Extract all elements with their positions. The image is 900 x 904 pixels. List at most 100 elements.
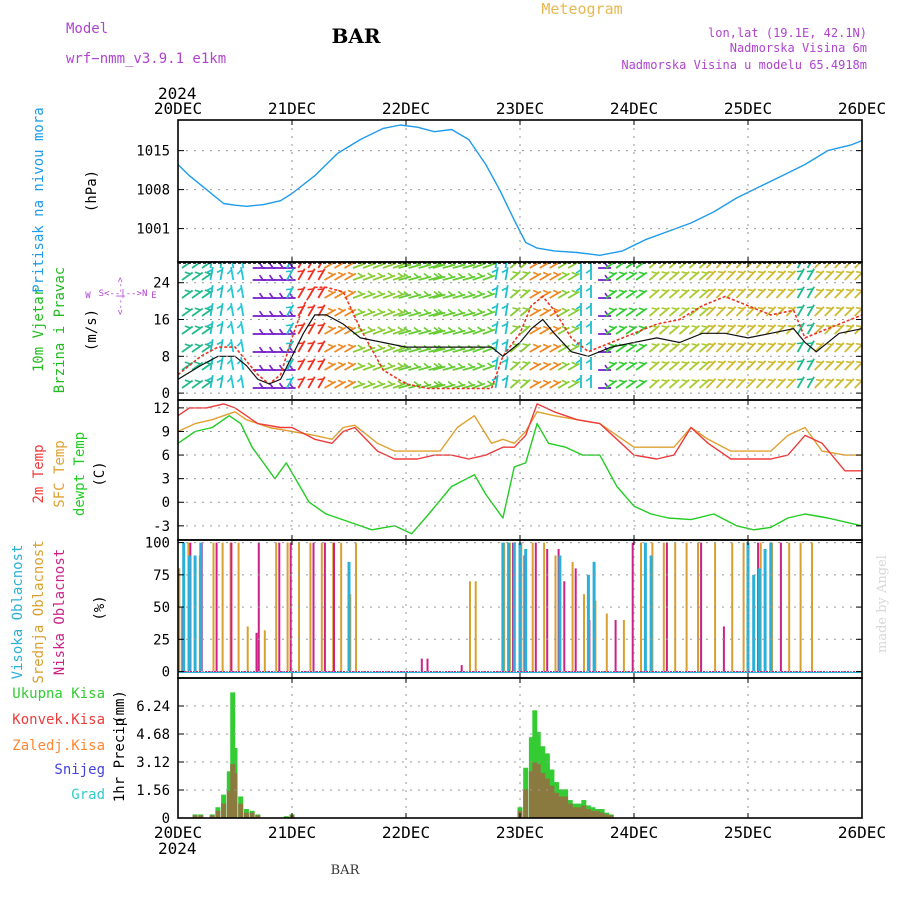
x-tick-label-top: 21DEC	[268, 99, 316, 118]
wind-barb	[658, 306, 670, 317]
wind-barb-flag	[691, 271, 698, 275]
wind-barb	[605, 307, 618, 317]
wind-barb	[240, 303, 245, 317]
wind-barb-flag	[532, 343, 540, 348]
wind-barb-flag	[836, 378, 843, 382]
wind-barb-flag	[727, 306, 734, 310]
wind-barb-flag	[433, 362, 440, 368]
wind-barb	[191, 343, 204, 353]
wind-barb-flag	[717, 342, 724, 346]
wind-barb	[372, 328, 386, 335]
wind-barb-flag	[571, 289, 578, 294]
wind-barb	[557, 380, 570, 389]
wind-barb-flag	[226, 341, 233, 347]
label-layer: 100110081015081624-3036912025507510001.5…	[10, 84, 886, 858]
wind-barb	[209, 339, 214, 353]
wind-barb-flag	[286, 270, 293, 273]
wind-barb-flag	[777, 360, 784, 364]
wind-barb	[201, 262, 213, 269]
wind-barb	[398, 347, 412, 353]
wind-barb	[452, 275, 466, 281]
wind-barb-flag	[337, 361, 344, 366]
wind-barb-flag	[367, 308, 374, 314]
precip-bar-convective	[232, 773, 238, 818]
wind-barb-flag	[423, 326, 430, 332]
wind-barb-flag	[628, 343, 635, 347]
wind-barb-flag	[571, 361, 578, 366]
x-tick-label-top: 23DEC	[496, 99, 544, 118]
wind-barb-flag	[707, 378, 714, 382]
wind-barb	[462, 275, 476, 281]
wind-barb-flag	[397, 362, 404, 368]
wind-barb	[307, 268, 316, 281]
wind-barb-flag	[816, 306, 823, 310]
y-tick-label: 25	[153, 632, 170, 648]
wind-barb	[755, 288, 767, 299]
wind-barb	[688, 262, 698, 269]
wind-barb	[432, 365, 446, 371]
wind-barb	[557, 344, 570, 353]
wind-barb-flag	[216, 341, 223, 346]
wind-barb-flag	[707, 288, 714, 292]
wind-barb-flag	[707, 306, 714, 310]
wind-barb-flag	[608, 289, 615, 293]
wind-barb	[705, 378, 717, 389]
wind-barb-flag	[575, 322, 582, 328]
wind-barb	[668, 306, 680, 317]
wind-barb	[557, 272, 570, 281]
wind-barb	[382, 382, 396, 389]
wind-barb-flag	[423, 380, 430, 386]
wind-barb	[824, 378, 835, 389]
wind-barb-flag	[286, 324, 293, 327]
wind-barb	[567, 380, 580, 389]
wind-barb	[219, 262, 223, 269]
wind-barb	[678, 262, 688, 269]
temp-2m-label: 2m Temp	[31, 444, 47, 503]
wind-barb	[230, 357, 235, 371]
wind-barb-flag	[532, 289, 540, 294]
wind-barb-flag	[661, 271, 668, 275]
wind-barb	[334, 308, 347, 317]
wind-barbs	[178, 262, 862, 390]
wind-barb	[442, 263, 456, 269]
wind-barb	[658, 288, 670, 299]
precip-axis-title: 1hr Precip	[112, 718, 128, 802]
wind-barb-flag	[278, 328, 284, 335]
wind-barb-flag	[377, 344, 384, 350]
precip-bar-convective	[585, 809, 591, 818]
wind-barb	[529, 380, 542, 389]
wind-barb-flag	[701, 271, 708, 275]
wind-barb	[658, 324, 670, 335]
wind-barb	[625, 343, 638, 353]
wind-barb-flag	[737, 288, 744, 292]
y-tick-label: 0	[162, 811, 170, 827]
wind-barb-flag	[216, 287, 223, 292]
wind-barb	[219, 285, 224, 299]
wind-barb	[472, 292, 486, 299]
wind-barb	[362, 274, 376, 281]
wind-barb-flag	[681, 361, 688, 365]
wind-barb-flag	[194, 307, 201, 311]
wind-barb-flag	[796, 270, 803, 273]
pressure-axis-title: Pritisak na nivou mora	[31, 107, 47, 292]
wind-barb	[418, 365, 432, 371]
wind-barb	[745, 306, 757, 317]
wind-barb-flag	[727, 288, 734, 292]
wind-barb-flag	[747, 306, 754, 310]
station-title: BAR	[331, 24, 380, 48]
wind-barb-flag	[816, 378, 823, 382]
wind-barb-flag	[638, 325, 645, 329]
wind-barb	[725, 378, 737, 389]
wind-barb	[844, 288, 855, 299]
wind-barb	[191, 361, 204, 371]
precip-bar-convective	[599, 812, 605, 818]
wind-barb-flag	[216, 269, 223, 274]
wind-barb-flag	[397, 272, 404, 278]
wind-barb	[240, 321, 245, 335]
wind-barb-flag	[226, 269, 233, 275]
wind-barb	[442, 293, 456, 299]
wind-barb	[230, 375, 235, 389]
wind-barb-flag	[377, 380, 384, 386]
wind-barb-flag	[836, 342, 843, 346]
wind-barb	[462, 347, 476, 353]
